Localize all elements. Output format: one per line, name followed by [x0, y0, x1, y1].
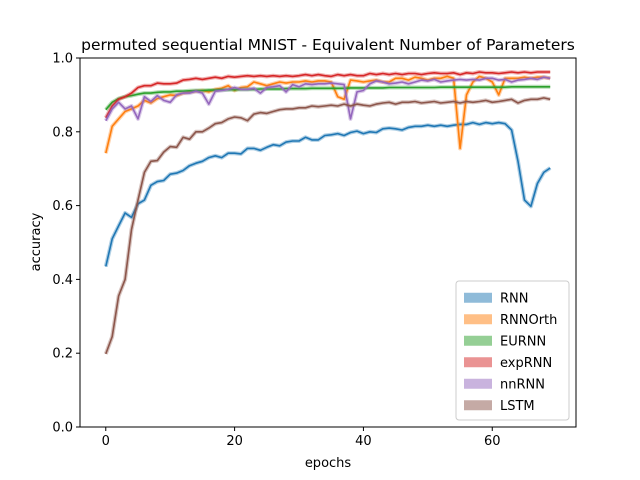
- y-tick-label: 0.4: [52, 273, 73, 288]
- x-tick-label: 0: [102, 434, 110, 449]
- series-line-rnn: [105, 121, 551, 267]
- legend-swatch: [464, 378, 492, 389]
- x-tick-label: 20: [226, 434, 243, 449]
- y-tick-label: 0.6: [52, 199, 73, 214]
- legend-label: expRNN: [500, 356, 552, 371]
- legend-label: LSTM: [500, 399, 535, 414]
- series-line-lstm: [105, 97, 551, 355]
- y-axis-label: accuracy: [29, 212, 44, 271]
- x-axis-label: epochs: [305, 456, 352, 471]
- legend-swatch: [464, 292, 492, 303]
- legend-label: RNNOrth: [500, 313, 557, 328]
- legend-label: RNN: [500, 291, 528, 306]
- series-line-exprnn: [105, 71, 551, 119]
- y-tick-label: 1.0: [52, 52, 73, 67]
- chart-title: permuted sequential MNIST - Equivalent N…: [81, 36, 575, 54]
- legend-swatch: [464, 400, 492, 411]
- series-line-nnrnn: [105, 76, 551, 122]
- x-tick-label: 60: [484, 434, 501, 449]
- y-tick-label: 0.2: [52, 347, 73, 362]
- legend-swatch: [464, 335, 492, 346]
- plot-frame: [79, 57, 577, 428]
- legend-swatch: [464, 314, 492, 325]
- x-tick-label: 40: [355, 434, 372, 449]
- y-tick-label: 0.0: [52, 421, 73, 436]
- legend: RNN RNNOrth EURNN expRNN nnRNN LSTM: [455, 280, 570, 421]
- series-line-eurnn: [105, 86, 551, 111]
- legend-label: nnRNN: [500, 377, 545, 392]
- series-layer: [103, 70, 552, 355]
- y-axis: 0.0 0.2 0.4 0.6 0.8 1.0: [52, 52, 80, 436]
- y-tick-label: 0.8: [52, 125, 73, 140]
- series-band-rnn: [103, 120, 552, 267]
- x-axis: 0 20 40 60: [102, 427, 501, 449]
- legend-swatch: [464, 357, 492, 368]
- legend-label: EURNN: [500, 334, 546, 349]
